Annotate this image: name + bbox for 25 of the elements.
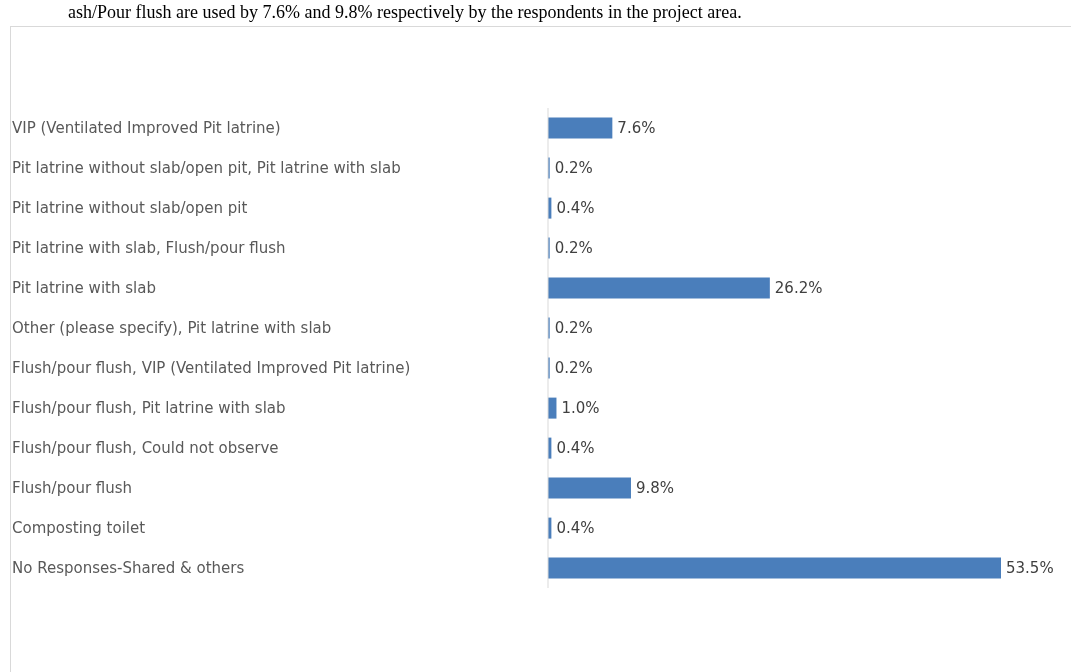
data-label: 7.6%: [617, 119, 656, 138]
data-label: 9.8%: [635, 479, 675, 498]
data-label: 0.2%: [554, 359, 593, 378]
y-tick-label: Pit latrine without slab/open pit, Pit latrine with slab: [12, 159, 401, 177]
y-tick-label: Pit latrine with slab, Flush/pour flush: [12, 239, 286, 257]
data-label: 1.0%: [561, 399, 600, 418]
y-tick-label: VIP (Ventilated Improved Pit latrine): [12, 119, 281, 137]
data-label: 0.2%: [554, 319, 593, 338]
y-tick-label: Composting toilet: [12, 519, 146, 537]
y-tick-label: Pit latrine without slab/open pit: [12, 199, 248, 217]
data-label: 0.4%: [556, 199, 595, 218]
text: ash/Pour flush are used by 7.6% and 9.8% respectively by the respondents in the project area.: [68, 2, 742, 23]
data-label: 0.4%: [556, 439, 595, 458]
y-tick-label: Pit latrine with slab: [12, 279, 156, 297]
data-label: 0.2%: [554, 239, 593, 258]
data-label: 0.4%: [556, 519, 595, 538]
data-label: 53.5%: [1006, 559, 1054, 578]
y-tick-label: No Responses-Shared & others: [12, 559, 245, 577]
data-label: 26.2%: [774, 279, 823, 298]
y-tick-label: Other (please specify), Pit latrine with slab: [12, 319, 332, 337]
y-tick-label: Flush/pour flush: [12, 479, 133, 497]
y-tick-label: Flush/pour flush, VIP (Ventilated Improved Pit latrine): [12, 359, 411, 377]
y-tick-label: Flush/pour flush, Could not observe: [12, 439, 279, 457]
data-label: 0.2%: [554, 159, 593, 178]
y-tick-label: Flush/pour flush, Pit latrine with slab: [12, 399, 286, 417]
